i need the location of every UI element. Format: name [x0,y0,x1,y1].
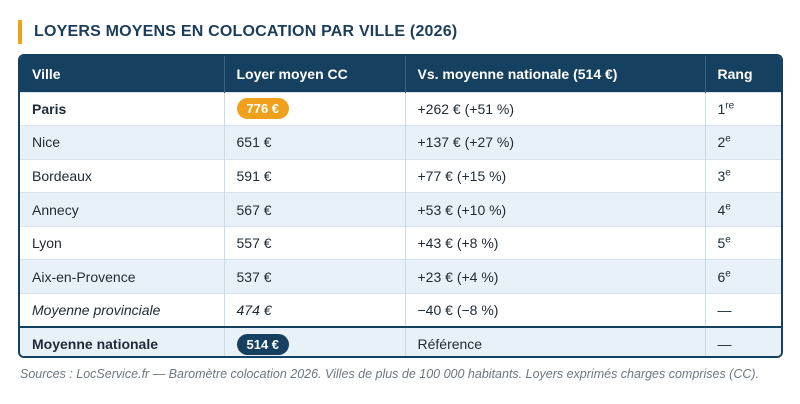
cell-ville: Annecy [20,192,225,227]
table-row: Aix-en-Provence 537 € +23 € (+4 %) 6e [20,259,781,294]
source-footnote: Sources : LocService.fr — Baromètre colo… [20,367,760,381]
rang-number: 5 [717,235,726,252]
rang-number: 4 [717,201,726,218]
cell-rang: 5e [705,225,781,260]
rang-number: 1 [717,100,726,117]
cell-rang: 3e [705,158,781,193]
cell-ville: Bordeaux [20,158,225,193]
cell-vs: +262 € (+51 %) [405,91,706,126]
cell-loyer: 474 € [224,293,406,328]
cell-ville: Moyenne provinciale [20,293,225,328]
rang-number: 3 [717,167,726,184]
column-header-loyer: Loyer moyen CC [224,56,406,92]
title-row: LOYERS MOYENS EN COLOCATION PAR VILLE (2… [18,18,457,46]
cell-rang: 1re [705,91,781,126]
table-row: Bordeaux 591 € +77 € (+15 %) 3e [20,158,781,193]
cell-vs: Référence [405,326,706,356]
cell-vs: +77 € (+15 %) [405,158,706,193]
cell-loyer: 557 € [224,225,406,260]
cell-vs: +23 € (+4 %) [405,259,706,294]
cell-vs: +43 € (+8 %) [405,225,706,260]
table-row: Paris 776 € +262 € (+51 %) 1re [20,91,781,126]
table-row: Lyon 557 € +43 € (+8 %) 5e [20,225,781,260]
cell-rang: 2e [705,125,781,160]
cell-vs: +137 € (+27 %) [405,125,706,160]
cell-vs: +53 € (+10 %) [405,192,706,227]
table-row: Annecy 567 € +53 € (+10 %) 4e [20,192,781,227]
cell-loyer: 776 € [224,91,406,126]
cell-vs: −40 € (−8 %) [405,293,706,328]
rang-number: — [717,336,732,353]
cell-ville: Lyon [20,225,225,260]
rang-suffix: e [725,268,731,280]
rang-suffix: e [725,133,731,145]
rang-number: 2 [717,134,726,151]
table-row-national: Moyenne nationale 514 € Référence — [20,326,781,356]
cell-loyer: 537 € [224,259,406,294]
title-accent-bar [18,20,22,44]
page-title: LOYERS MOYENS EN COLOCATION PAR VILLE (2… [34,23,458,40]
cell-ville: Aix-en-Provence [20,259,225,294]
rang-number: 6 [717,268,726,285]
column-header-vs-moyenne: Vs. moyenne nationale (514 €) [405,56,706,92]
cell-rang: — [705,326,781,356]
table-row-provincial: Moyenne provinciale 474 € −40 € (−8 %) — [20,293,781,328]
cell-ville: Paris [20,91,225,126]
rang-suffix: e [725,200,731,212]
cell-rang: — [705,293,781,328]
cell-loyer: 514 € [224,326,406,356]
rang-suffix: e [725,234,731,246]
column-header-ville: Ville [20,56,225,92]
cell-loyer: 591 € [224,158,406,193]
highlight-badge: 776 € [236,98,290,120]
national-badge: 514 € [236,333,290,355]
cell-loyer: 567 € [224,192,406,227]
cell-ville: Nice [20,125,225,160]
rent-table: Ville Loyer moyen CC Vs. moyenne nationa… [20,56,781,356]
column-header-rang: Rang [717,65,753,82]
rang-number: — [717,302,732,319]
table-header-row: Ville Loyer moyen CC Vs. moyenne nationa… [20,56,781,92]
rang-suffix: re [725,100,735,112]
cell-rang: 4e [705,192,781,227]
cell-loyer: 651 € [224,125,406,160]
cell-rang: 6e [705,259,781,294]
rent-table-container: Ville Loyer moyen CC Vs. moyenne nationa… [18,54,783,358]
cell-ville: Moyenne nationale [20,326,225,356]
table-row: Nice 651 € +137 € (+27 %) 2e [20,125,781,160]
rang-suffix: e [725,167,731,179]
